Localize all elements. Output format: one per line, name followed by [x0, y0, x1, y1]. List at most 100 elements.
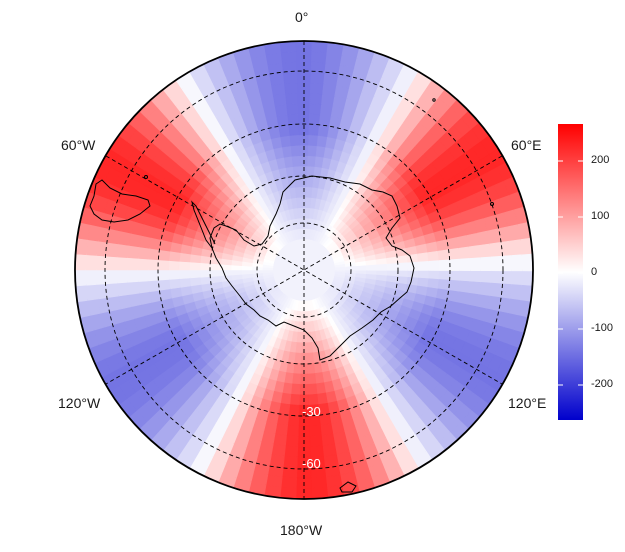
field-cell	[509, 239, 523, 257]
graticule	[104, 41, 504, 499]
field-cell	[521, 253, 533, 272]
field-cell	[285, 92, 300, 105]
field-cell	[324, 267, 336, 271]
field-cell	[168, 277, 181, 290]
field-cell	[137, 269, 149, 282]
field-cell	[126, 256, 139, 271]
field-cell	[469, 257, 482, 272]
field-cell	[468, 245, 481, 260]
field-cell	[417, 252, 429, 263]
antarctic-peninsula	[191, 200, 216, 249]
field-cell	[287, 113, 300, 126]
field-cell	[309, 92, 324, 105]
field-cell	[310, 51, 329, 64]
field-cell	[355, 265, 367, 271]
field-cell	[292, 165, 302, 178]
field-cell	[293, 176, 302, 188]
coastlines	[89, 98, 494, 493]
field-cell	[290, 144, 301, 157]
field-cell	[75, 268, 87, 287]
field-cell	[85, 253, 97, 271]
lat-circle-50	[104, 70, 504, 470]
island-1	[490, 202, 494, 206]
field-cell	[285, 424, 299, 437]
field-cell	[168, 259, 180, 271]
field-cell	[310, 72, 326, 85]
field-cell	[274, 103, 289, 117]
lon-label-120w: 120°W	[58, 395, 101, 411]
field-cell	[438, 269, 451, 282]
field-cell	[309, 82, 325, 95]
field-cell	[319, 423, 334, 437]
field-cell	[284, 435, 299, 448]
field-cell	[449, 258, 461, 271]
field-cell	[282, 455, 298, 468]
field-shading	[75, 41, 533, 499]
field-cell	[428, 269, 440, 281]
field-cell	[458, 246, 471, 261]
field-cell	[489, 242, 502, 258]
antarctica-coastline	[209, 175, 415, 361]
field-cell	[397, 262, 409, 271]
field-cell	[309, 103, 323, 116]
field-cell	[85, 238, 99, 256]
field-cell	[306, 352, 315, 364]
field-cell	[320, 433, 336, 447]
island-2	[144, 175, 148, 179]
field-cell	[272, 93, 288, 107]
field-cell	[291, 155, 302, 167]
colorbar-tick-label: 200	[591, 154, 610, 166]
field-cell	[334, 266, 346, 271]
field-cell	[417, 260, 430, 271]
field-cell	[230, 269, 243, 276]
field-cell	[521, 269, 533, 288]
field-cell	[365, 264, 378, 271]
lat-label-minus-60: -60	[302, 456, 321, 471]
field-cell	[286, 103, 300, 116]
lon-label-180w: 180°W	[280, 522, 323, 538]
field-cell	[116, 268, 128, 284]
meridian-60e-120w	[105, 155, 503, 385]
lon-label-0: 0°	[295, 9, 309, 25]
field-cell	[126, 268, 139, 283]
field-cell	[284, 82, 299, 95]
field-cell	[310, 476, 328, 489]
field-cell	[157, 269, 170, 281]
field-cell	[447, 247, 461, 261]
field-cell	[438, 259, 451, 271]
field-cell	[282, 72, 299, 84]
field-cell	[427, 250, 440, 263]
sub-antarctic-island	[339, 481, 357, 493]
field-cell	[437, 249, 450, 262]
field-cell	[490, 255, 503, 272]
field-cell	[469, 269, 482, 284]
field-cell	[428, 260, 440, 271]
field-cell	[147, 269, 159, 282]
field-cell	[105, 255, 118, 271]
field-cell	[137, 257, 149, 271]
lat-circle-60	[157, 123, 451, 417]
lon-label-120e: 120°E	[508, 395, 547, 411]
field-cell	[220, 269, 232, 277]
colorbar-tick-label: -100	[591, 322, 614, 334]
field-cell	[106, 282, 119, 298]
colorbar-tick-label: 0	[591, 266, 598, 278]
field-cell	[386, 263, 398, 271]
field-cell	[241, 269, 253, 275]
field-cell	[137, 279, 150, 294]
field-cell	[511, 269, 523, 287]
lon-label-60e: 60°E	[511, 137, 542, 153]
field-cell	[307, 383, 318, 396]
field-cell	[189, 269, 201, 279]
field-cell	[85, 268, 97, 286]
field-cell	[288, 124, 301, 136]
field-cell	[295, 41, 314, 52]
field-cell	[294, 186, 303, 198]
colorbar-tick-label: -200	[591, 378, 614, 390]
field-cell	[283, 445, 299, 458]
field-cell	[75, 252, 87, 271]
field-cell	[127, 280, 140, 295]
field-cell	[199, 269, 211, 278]
field-cell	[278, 124, 291, 138]
colorbar-ticks	[558, 160, 583, 386]
